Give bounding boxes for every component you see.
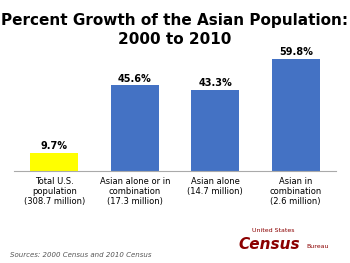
Bar bbox=[111, 85, 159, 171]
Text: 9.7%: 9.7% bbox=[41, 141, 68, 151]
Text: United States: United States bbox=[252, 228, 294, 233]
Text: Census: Census bbox=[238, 237, 300, 252]
Bar bbox=[191, 90, 239, 171]
Bar bbox=[30, 153, 78, 171]
Text: Sources: 2000 Census and 2010 Census: Sources: 2000 Census and 2010 Census bbox=[10, 252, 152, 258]
Bar bbox=[272, 59, 320, 171]
Text: Percent Growth of the Asian Population:
2000 to 2010: Percent Growth of the Asian Population: … bbox=[1, 13, 349, 47]
Text: 43.3%: 43.3% bbox=[198, 78, 232, 88]
Text: 45.6%: 45.6% bbox=[118, 74, 152, 84]
Text: Bureau: Bureau bbox=[307, 244, 329, 249]
Text: 59.8%: 59.8% bbox=[279, 47, 313, 57]
